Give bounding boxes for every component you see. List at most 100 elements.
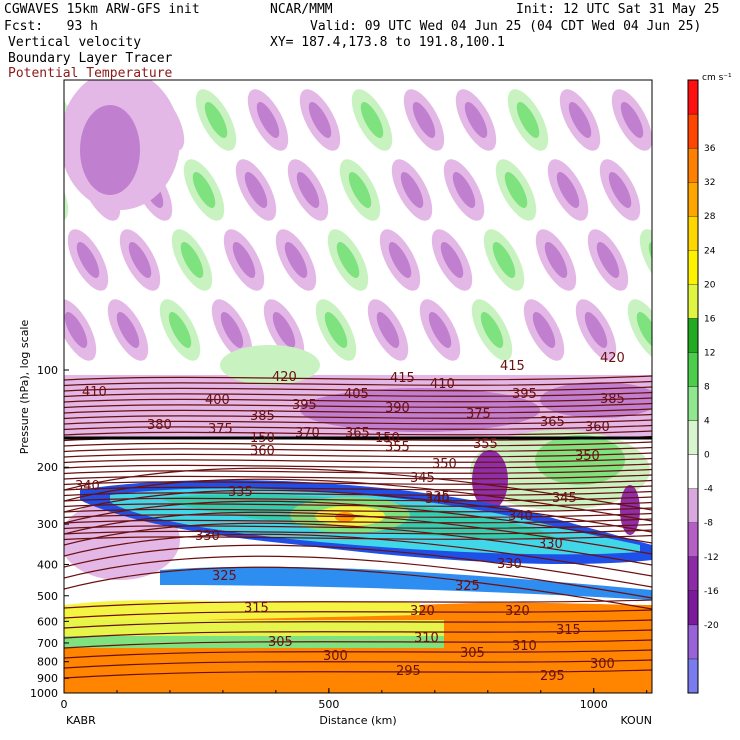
theta-label-23: 350: [432, 457, 457, 472]
theta-label-38: 320: [410, 604, 435, 619]
theta-label-27: 340: [75, 479, 100, 494]
tropopause-band-mid: [300, 388, 540, 432]
colorbar-label-4: -4: [704, 485, 713, 495]
theta-contour-strat-15: [64, 457, 652, 464]
y-tick-label-3: 400: [37, 558, 58, 571]
wave-streak-core-85: [440, 242, 464, 278]
theta-contour-strat-19: [64, 479, 652, 486]
colorbar-label-2: -12: [704, 553, 719, 563]
wave-streak-core-137: [720, 99, 740, 141]
wave-streak-core-55: [272, 312, 296, 348]
theta-contour-strat-3: [64, 391, 652, 398]
colorbar-swatch-10: [687, 318, 699, 353]
colorbar-swatch-15: [687, 147, 699, 183]
theta-label-19: 360: [585, 420, 610, 435]
wave-streak-core-97: [464, 102, 488, 138]
theta-contour-strat-17: [64, 468, 652, 475]
colorbar-swatch-5: [687, 488, 699, 523]
wave-streak-core-73: [308, 102, 332, 138]
theta-label-15: 375: [208, 422, 233, 437]
wave-streak-core-101: [544, 242, 568, 278]
colorbar-label-6: 4: [704, 417, 710, 427]
theta-label-33: 330: [497, 557, 522, 572]
y-axis-title: Pressure (hPa), log scale: [18, 320, 31, 455]
colorbar-label-5: 0: [704, 451, 710, 461]
colorbar-label-1: -16: [704, 587, 719, 597]
theta-label-24: 350: [575, 449, 600, 464]
y-tick-label-2: 300: [37, 518, 58, 531]
wave-streak-core-105: [516, 102, 540, 138]
wave-streak-core-115: [608, 172, 632, 208]
wave-streak-core-127: [736, 309, 740, 351]
theta-contour-strat-0: [64, 375, 652, 381]
theta-contour-strat-10: [64, 430, 652, 436]
theta-label-10: 375: [466, 407, 491, 422]
wave-streak-core-107: [556, 172, 580, 208]
wave-streak-20: [8, 223, 65, 296]
wave-streak-12: [0, 223, 12, 296]
station-left: KABR: [66, 714, 96, 727]
wave-streak-core-29: [76, 242, 100, 278]
colorbar-frame: [687, 79, 699, 694]
theta-contour-mid-0: [64, 467, 652, 511]
theta-contour-strat-5: [64, 402, 652, 409]
colorbar-swatch-4: [687, 522, 699, 557]
wave-streak-core-79: [428, 312, 452, 348]
colorbar-label-3: -8: [704, 519, 713, 529]
theta-label-25: 345: [410, 471, 435, 486]
theta-contour-strat-1: [64, 380, 652, 387]
colorbar-swatch-1: [687, 624, 699, 660]
y-tick-label-6: 700: [37, 637, 58, 650]
station-right: KOUN: [620, 714, 652, 727]
colorbar-swatch-17: [687, 79, 699, 115]
colorbar-swatch-2: [687, 590, 699, 626]
wave-streak-core-47: [220, 312, 244, 348]
wave-streak-18: [0, 153, 24, 226]
colorbar-unit: cm s⁻¹: [702, 73, 732, 83]
wave-streak-core-103: [584, 312, 608, 348]
wave-streak-core-95: [532, 312, 556, 348]
theta-contour-low-7: [64, 669, 652, 679]
colorbar-swatch-11: [687, 284, 699, 319]
theta-contour-mid-3: [64, 500, 652, 544]
wave-streak-core-109: [596, 242, 620, 278]
boundary-layer-base: [64, 648, 652, 693]
wave-streak-core-53: [232, 242, 256, 278]
colorbar-swatch-9: [687, 352, 699, 387]
y-tick-label-8: 900: [37, 672, 58, 685]
theta-label-3: 410: [430, 377, 455, 392]
cross-section-xy: XY= 187.4,173.8 to 191.8,100.1: [270, 35, 505, 50]
colorbar-swatch-3: [687, 556, 699, 591]
theta-label-42: 310: [512, 639, 537, 654]
theta-label-22: 355: [473, 437, 498, 452]
wave-streak-core-61: [284, 242, 308, 278]
theta-contour-mid-9: [64, 566, 652, 610]
theta-contour-low-6: [64, 659, 652, 669]
theta-label-9: 390: [385, 401, 410, 416]
wave-streak-core-63: [324, 312, 348, 348]
theta-label-5: 420: [600, 351, 625, 366]
plot-frame: [63, 79, 653, 694]
wave-streak-core-99: [504, 172, 528, 208]
wave-streak-core-45: [180, 242, 204, 278]
y-tick-label-4: 500: [37, 590, 58, 603]
downdraft-core-ul: [80, 105, 140, 195]
tropopause-label-left: 150: [250, 431, 275, 446]
theta-contour-strat-14: [64, 452, 652, 458]
theta-label-40: 315: [556, 623, 581, 638]
theta-label-41: 310: [414, 631, 439, 646]
x-tick-label-1: 500: [318, 698, 339, 711]
theta-label-31: 335: [425, 490, 450, 505]
theta-label-21: 355: [385, 440, 410, 455]
field-boundary-layer-tracer: Boundary Layer Tracer: [8, 51, 173, 66]
theta-contour-low-1: [64, 609, 652, 619]
wave-streak-core-67: [296, 172, 320, 208]
theta-label-36: 325: [455, 579, 480, 594]
theta-contour-strat-4: [64, 397, 652, 403]
wave-streak-core-121: [620, 102, 644, 138]
theta-contour-low-5: [64, 649, 652, 659]
y-tick-label-5: 600: [37, 615, 58, 628]
wave-streak-core-77: [388, 242, 412, 278]
